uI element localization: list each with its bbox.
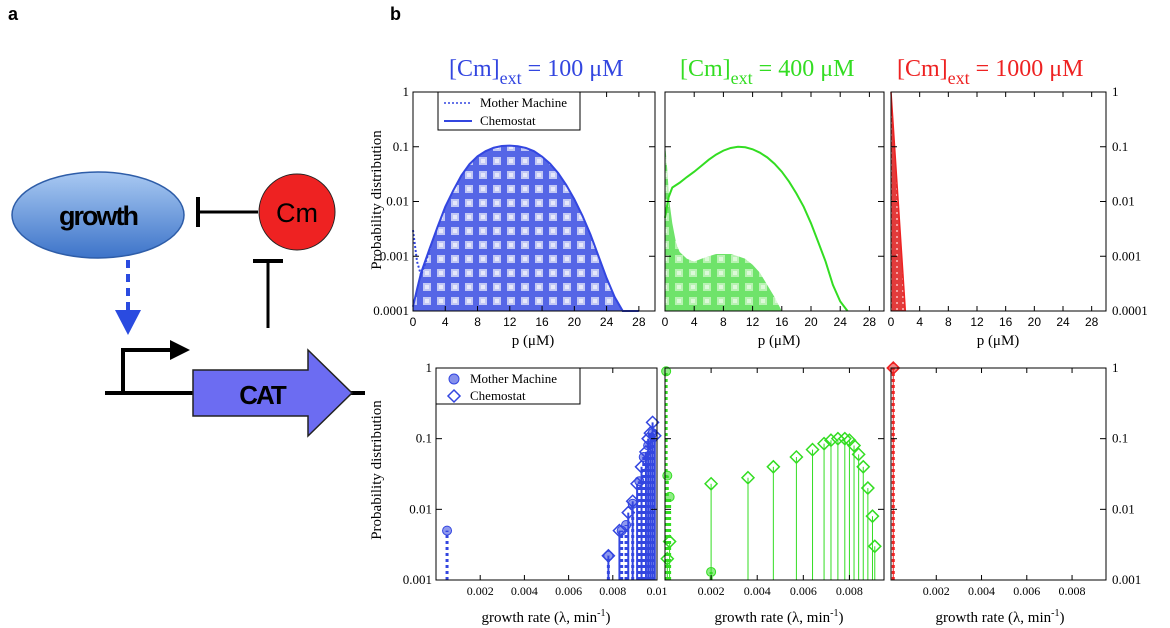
top-ytick-label: 0.0001 [373, 303, 409, 318]
top-ytick-label-right: 1 [1112, 84, 1119, 99]
bottom-ylabel: Probability distribution [369, 400, 385, 540]
top-xtick-label: 4 [442, 315, 449, 329]
top-xtick-label: 24 [600, 315, 614, 329]
top-xtick-label: 20 [804, 315, 818, 329]
bottom-xtick-label: 0.004 [968, 584, 995, 598]
schematic: growth Cm CAT [12, 172, 365, 436]
bottom-ytick-label-right: 0.001 [1112, 572, 1141, 587]
column-title-1: [Cm]ext = 100 μM [449, 56, 623, 88]
legend-mother-label: Mother Machine [480, 95, 567, 110]
bottom-xlabel-1: growth rate (λ, min-1) [482, 608, 611, 626]
top-xtick-label: 24 [1056, 315, 1070, 329]
top-ytick-label-right: 0.1 [1112, 139, 1128, 154]
bottom-xtick-label: 0.008 [1059, 584, 1086, 598]
bottom-xtick-label: 0.008 [599, 584, 626, 598]
top-fill-2 [665, 142, 782, 311]
top-fill-1 [413, 146, 639, 311]
legend-mother-circle-swatch [449, 374, 459, 384]
top-xtick-label: 0 [410, 315, 417, 329]
top-xtick-label: 0 [662, 315, 669, 329]
growth-label: growth [59, 201, 137, 231]
bottom-frame-3 [891, 368, 1106, 580]
legend-chemostat-label: Chemostat [480, 113, 536, 128]
top-xlabel-3: p (μM) [977, 333, 1020, 349]
top-xtick-label: 8 [945, 315, 952, 329]
bottom-panel-2: 0.002 0.004 0.006 0.008 [661, 367, 884, 598]
top-xtick-label: 8 [720, 315, 727, 329]
top-xtick-label: 16 [775, 315, 789, 329]
bottom-xtick-label: 0.006 [1013, 584, 1040, 598]
mother-marker [604, 551, 613, 560]
top-legend: Mother Machine Chemostat [438, 92, 580, 130]
bottom-legend: Mother Machine Chemostat [436, 368, 580, 404]
top-panel-2: 0 4 8 12 16 20 24 28 [662, 92, 884, 329]
top-ytick-label: 0.01 [386, 194, 409, 209]
growth-activates-arrowhead [115, 310, 141, 335]
mother-marker [622, 521, 631, 530]
bottom-ytick-label-right: 1 [1112, 360, 1119, 375]
promoter-arrow [123, 350, 172, 393]
top-xtick-label: 28 [632, 315, 646, 329]
top-xtick-label: 12 [970, 315, 984, 329]
bottom-xtick-label: 0.006 [555, 584, 582, 598]
bottom-ytick-label: 0.1 [416, 431, 432, 446]
bottom-panel-3: 0.002 0.004 0.006 0.008 1 0.1 0.01 0.001 [887, 360, 1141, 598]
top-ytick-label-right: 0.001 [1112, 248, 1141, 263]
bottom-xtick-label: 0.006 [790, 584, 817, 598]
bottom-ytick-label: 1 [426, 360, 433, 375]
bottom-frame-2 [665, 368, 884, 580]
bottom-xtick-label: 0.002 [698, 584, 725, 598]
mother-marker [648, 429, 657, 438]
mother-marker [443, 526, 452, 535]
column-title-3: [Cm]ext = 1000 μM [897, 56, 1083, 88]
cat-label: CAT [239, 380, 287, 410]
top-xtick-label: 4 [916, 315, 923, 329]
bottom-xlabel-2: growth rate (λ, min-1) [715, 608, 844, 626]
svg-text:[Cm]ext = 1000 μM: [Cm]ext = 1000 μM [897, 56, 1083, 88]
top-xtick-label: 28 [1085, 315, 1099, 329]
bottom-ytick-label: 0.01 [409, 501, 432, 516]
top-frame-3 [891, 92, 1106, 311]
top-xtick-label: 12 [503, 315, 517, 329]
top-panel-3: 0 4 8 12 16 20 24 28 1 0.1 0.01 0.001 0.0001 [888, 84, 1148, 329]
top-ytick-label-right: 0.01 [1112, 194, 1135, 209]
column-title-2: [Cm]ext = 400 μM [680, 56, 854, 88]
bottom-xtick-label: 0.008 [836, 584, 863, 598]
legend-chemostat-label-bottom: Chemostat [470, 388, 526, 403]
promoter-arrowhead [170, 340, 190, 360]
mother-marker [628, 499, 637, 508]
bottom-ytick-label-right: 0.1 [1112, 431, 1128, 446]
legend-mother-label-bottom: Mother Machine [470, 371, 557, 386]
top-xlabel-1: p (μM) [512, 333, 555, 349]
top-xlabel-2: p (μM) [758, 333, 801, 349]
bottom-xtick-label: 0.002 [923, 584, 950, 598]
top-ytick-label: 0.1 [393, 139, 409, 154]
mother-marker [663, 471, 672, 480]
svg-text:[Cm]ext = 100 μM: [Cm]ext = 100 μM [449, 56, 623, 88]
top-ytick-label-right: 0.0001 [1112, 303, 1148, 318]
top-ytick-label: 1 [403, 84, 410, 99]
bottom-xtick-label: 0.01 [647, 584, 668, 598]
top-xtick-label: 20 [568, 315, 582, 329]
bottom-ytick-label-right: 0.01 [1112, 501, 1135, 516]
top-xtick-label: 20 [1028, 315, 1042, 329]
bottom-xtick-label: 0.004 [511, 584, 538, 598]
top-xtick-label: 24 [834, 315, 848, 329]
top-xtick-label: 12 [746, 315, 760, 329]
bottom-xtick-label: 0.004 [744, 584, 771, 598]
bottom-xlabel-3: growth rate (λ, min-1) [936, 608, 1065, 626]
top-xtick-label: 8 [474, 315, 481, 329]
top-xtick-label: 28 [863, 315, 877, 329]
top-xtick-label: 0 [888, 315, 895, 329]
top-xtick-label: 4 [691, 315, 698, 329]
cm-label: Cm [276, 198, 318, 228]
svg-text:[Cm]ext = 400 μM: [Cm]ext = 400 μM [680, 56, 854, 88]
top-ytick-label: 0.001 [380, 248, 409, 263]
mother-marker [665, 492, 674, 501]
bottom-ytick-label: 0.001 [403, 572, 432, 587]
top-xtick-label: 16 [535, 315, 549, 329]
bottom-xtick-label: 0.002 [467, 584, 494, 598]
top-xtick-label: 16 [999, 315, 1013, 329]
